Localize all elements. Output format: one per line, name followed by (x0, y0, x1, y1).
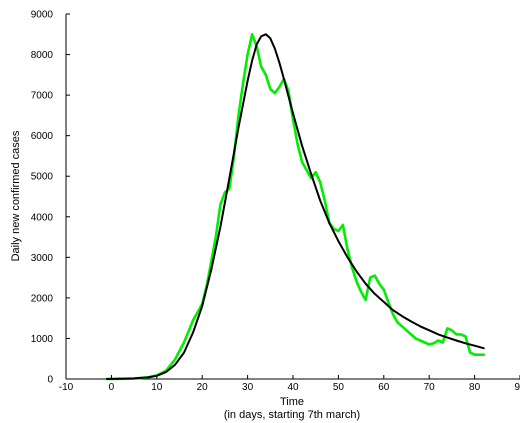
x-tick-label: 80 (469, 382, 481, 393)
x-tick-label: 90 (514, 382, 520, 393)
y-axis-title: Daily new confirmed cases (10, 130, 22, 261)
x-ticks: -10 0 10 20 30 40 50 60 70 80 90 (59, 375, 520, 393)
y-tick-label: 3000 (31, 253, 54, 264)
x-tick-label: 0 (109, 382, 115, 393)
x-axis-title: Time (280, 396, 304, 408)
series-line-observed (105, 32, 486, 381)
y-tick-label: 9000 (31, 10, 54, 21)
y-tick-label: 0 (47, 375, 53, 386)
y-ticks: 0 1000 2000 3000 4000 5000 6000 7000 8000 9000 (31, 10, 70, 386)
x-axis-subtitle: (in days, starting 7th march) (224, 409, 360, 421)
x-tick-label: 40 (287, 382, 299, 393)
x-tick-label: 50 (333, 382, 345, 393)
x-tick-label: 60 (378, 382, 390, 393)
y-tick-label: 5000 (31, 172, 54, 183)
y-tick-label: 4000 (31, 212, 54, 223)
y-tick-label: 7000 (31, 91, 54, 102)
y-tick-label: 8000 (31, 50, 54, 61)
x-tick-label: 10 (151, 382, 163, 393)
plot-axes (65, 14, 520, 380)
x-tick-label: 30 (242, 382, 254, 393)
x-tick-label: 70 (424, 382, 436, 393)
y-tick-label: 1000 (31, 334, 54, 345)
y-tick-label: 6000 (31, 131, 54, 142)
x-tick-label: 20 (197, 382, 209, 393)
series-layer (105, 32, 486, 381)
x-tick-label: -10 (59, 382, 74, 393)
y-tick-label: 2000 (31, 293, 54, 304)
series-line-fit (105, 33, 485, 380)
